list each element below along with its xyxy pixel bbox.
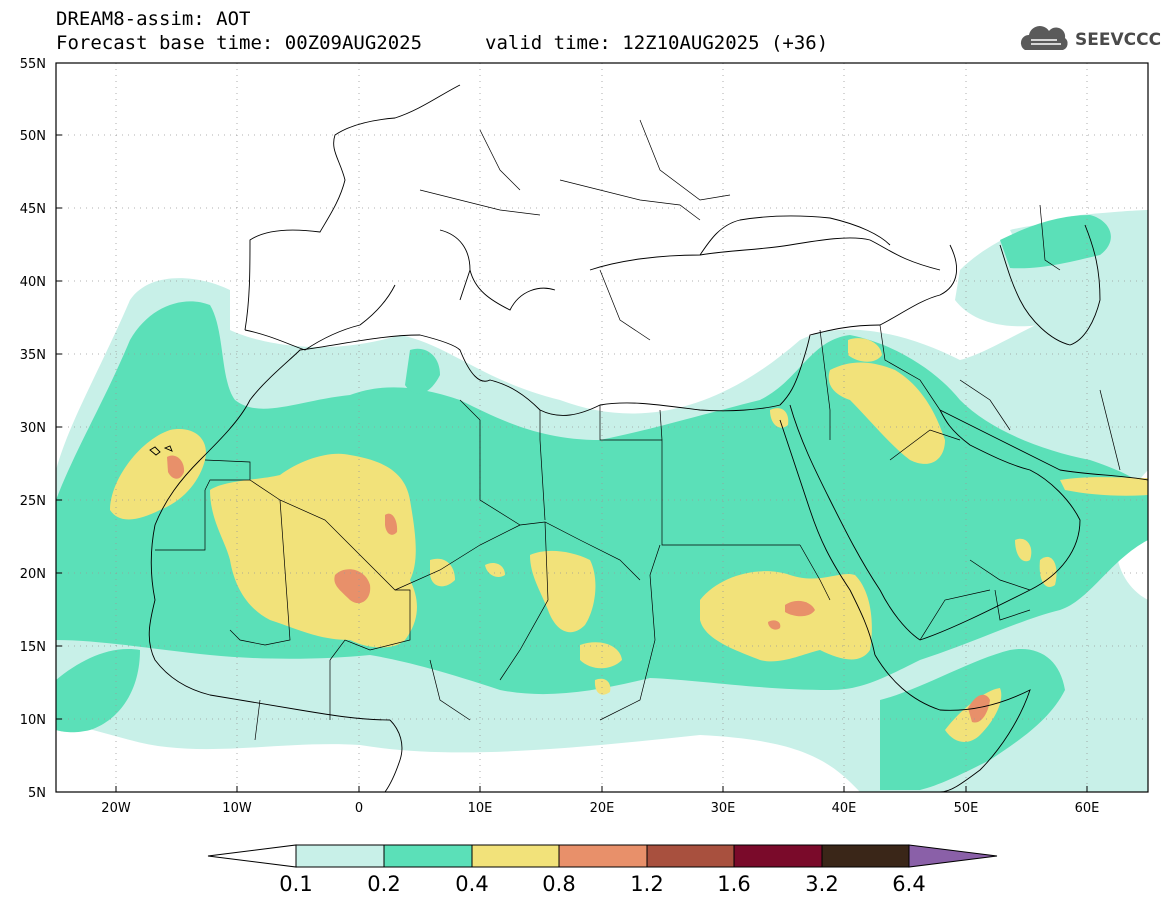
lat-label: 5N <box>28 786 46 801</box>
lon-label: 50E <box>954 801 979 816</box>
lat-label: 30N <box>20 421 46 436</box>
colorbar-swatch <box>733 844 823 868</box>
lon-label: 10W <box>222 801 252 816</box>
valid-time: valid time: 12Z10AUG2025 (+36) <box>485 32 829 54</box>
colorbar-swatch <box>295 844 385 868</box>
colorbar-label: 1.6 <box>717 872 750 896</box>
colorbar-right-arrow <box>908 844 998 868</box>
aot-fields <box>56 210 1148 792</box>
map-title: DREAM8-assim: AOT <box>56 8 251 30</box>
colorbar-label: 0.4 <box>455 872 488 896</box>
colorbar-swatch <box>471 844 560 868</box>
lat-labels: 5N 10N 15N 20N 25N 30N 35N 40N 45N 50N 5… <box>20 57 46 801</box>
colorbar-label: 0.8 <box>542 872 575 896</box>
colorbar-swatch <box>821 844 910 868</box>
colorbar-swatch <box>383 844 473 868</box>
forecast-base-time: Forecast base time: 00Z09AUG2025 <box>56 32 423 54</box>
colorbar-swatch <box>646 844 735 868</box>
colorbar-left-arrow <box>207 844 297 868</box>
lat-label: 25N <box>20 494 46 509</box>
lon-label: 20W <box>101 801 131 816</box>
lat-label: 10N <box>20 713 46 728</box>
lon-label: 60E <box>1075 801 1100 816</box>
colorbar: 0.1 0.2 0.4 0.8 1.2 1.6 3.2 6.4 <box>207 844 998 896</box>
coastlines <box>148 84 1148 792</box>
lat-label: 55N <box>20 57 46 72</box>
colorbar-label: 0.1 <box>279 872 312 896</box>
lat-label: 35N <box>20 348 46 363</box>
lat-label: 45N <box>20 202 46 217</box>
colorbar-label: 3.2 <box>805 872 838 896</box>
logo-text: SEEVCCC <box>1075 30 1162 50</box>
colorbar-label: 0.2 <box>367 872 400 896</box>
borders <box>155 119 1121 741</box>
lon-label: 10E <box>468 801 493 816</box>
lon-label: 30E <box>711 801 736 816</box>
colorbar-label: 6.4 <box>892 872 925 896</box>
colorbar-label: 1.2 <box>630 872 663 896</box>
colorbar-swatch <box>558 844 648 868</box>
lat-label: 20N <box>20 567 46 582</box>
lon-labels: 20W 10W 0 10E 20E 30E 40E 50E 60E <box>101 801 1099 816</box>
seevccc-logo: SEEVCCC <box>1017 24 1161 56</box>
aot-band-0.8 <box>167 455 990 723</box>
lat-label: 15N <box>20 640 46 655</box>
axis-ticks <box>56 62 1088 793</box>
lat-label: 40N <box>20 275 46 290</box>
cloud-icon <box>1020 26 1068 50</box>
lon-label: 40E <box>832 801 857 816</box>
lon-label: 0 <box>355 801 363 816</box>
lon-label: 20E <box>590 801 615 816</box>
lat-label: 50N <box>20 129 46 144</box>
